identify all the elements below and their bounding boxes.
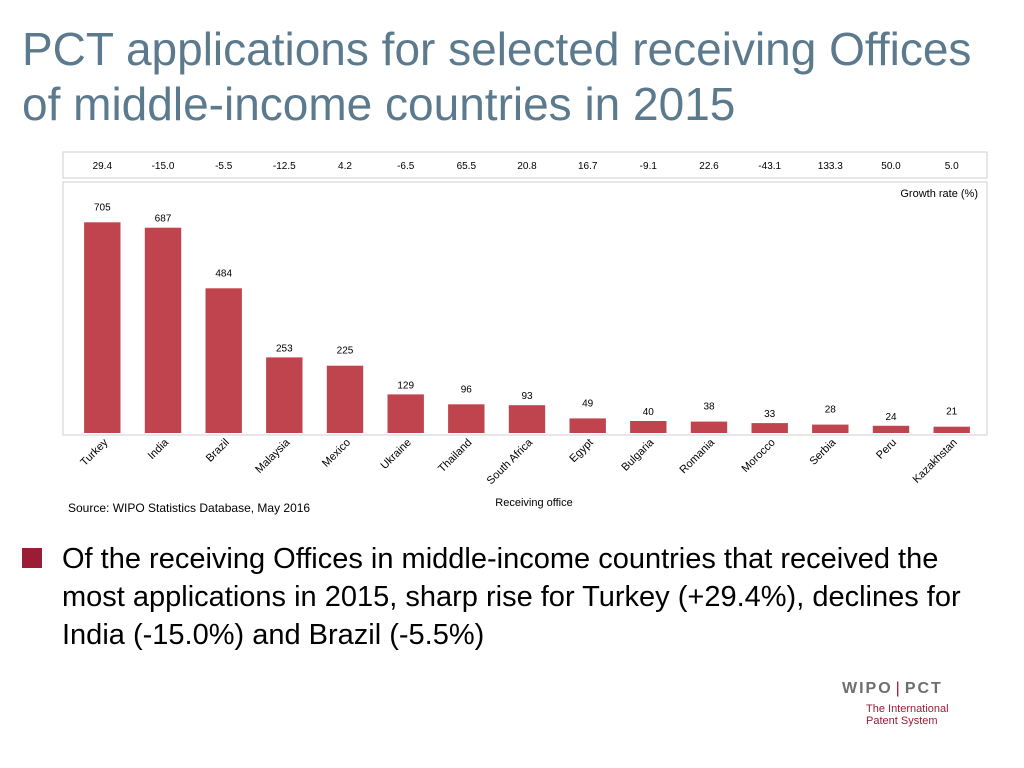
x-tick-label: South Africa — [485, 436, 536, 487]
square-bullet-icon — [22, 548, 42, 568]
x-tick-label: Turkey — [78, 436, 110, 468]
bar-india — [144, 227, 182, 433]
data-label: 40 — [643, 407, 655, 418]
bar-chart: 29.4 -15.0 -5.5 -12.5 4.2 -6.5 65.5 20.8 16.7 -9.… — [62, 151, 988, 509]
growth-rate-value: -5.5 — [215, 161, 233, 172]
x-tick-label: Morocco — [740, 437, 778, 475]
logo-pct: PCT — [904, 680, 943, 697]
x-tick-label: Kazakhstan — [911, 437, 960, 486]
x-tick-labels: Turkey India Brazil Malaysia Mexico Ukraine Th… — [78, 436, 959, 487]
growth-rate-value: 4.2 — [338, 161, 352, 172]
x-tick-label: Serbia — [807, 436, 839, 468]
x-tick-label: Romania — [678, 436, 718, 476]
data-label: 253 — [276, 343, 293, 354]
x-tick-label: Malaysia — [253, 436, 293, 476]
x-tick-label: Egypt — [567, 437, 595, 465]
data-label: 687 — [155, 214, 172, 225]
bar-brazil — [205, 288, 242, 433]
x-tick-label: Thailand — [436, 437, 474, 475]
growth-rate-value: -15.0 — [152, 161, 175, 172]
growth-rate-value: 133.3 — [818, 161, 843, 172]
growth-rate-value: 16.7 — [578, 161, 598, 172]
data-label: 705 — [94, 202, 111, 213]
growth-rate-value: 20.8 — [517, 161, 537, 172]
growth-rate-value: -6.5 — [397, 161, 415, 172]
growth-rate-value: -12.5 — [273, 161, 296, 172]
data-label: 225 — [337, 346, 354, 357]
bar-romania — [690, 421, 728, 433]
x-tick-label: Mexico — [320, 437, 353, 470]
growth-rate-value: -9.1 — [640, 161, 658, 172]
slide-title: PCT applications for selected receiving … — [22, 23, 972, 130]
growth-rate-value: 22.6 — [699, 161, 719, 172]
growth-rate-value: 29.4 — [93, 161, 113, 172]
bars-group: 705 687 484 253 225 129 96 93 49 40 38 33 28 24 21 — [84, 202, 970, 433]
bar-malaysia — [266, 357, 303, 433]
bar-ukraine — [387, 394, 424, 433]
source-note: Source: WIPO Statistics Database, May 20… — [68, 501, 311, 515]
bar-peru — [872, 425, 910, 433]
growth-rate-value: 50.0 — [881, 161, 901, 172]
x-tick-label: Brazil — [204, 437, 232, 465]
bullet-point: Of the receiving Offices in middle-incom… — [22, 540, 1007, 654]
x-tick-label: Peru — [874, 437, 899, 462]
bar-thailand — [448, 404, 485, 433]
data-label: 21 — [946, 407, 958, 418]
data-label: 49 — [582, 398, 594, 409]
growth-rate-row: 29.4 -15.0 -5.5 -12.5 4.2 -6.5 65.5 20.8 16.7 -9.… — [62, 151, 988, 179]
plot-frame — [62, 181, 988, 436]
bar-morocco — [751, 423, 788, 433]
x-tick-label: India — [146, 436, 172, 462]
growth-rate-label: Growth rate (%) — [900, 188, 978, 200]
logo-tagline-1: The International — [866, 703, 949, 715]
bar-turkey — [84, 222, 121, 433]
bar-south-africa — [508, 405, 546, 433]
x-axis-label: Receiving office — [495, 497, 572, 509]
wipo-pct-logo: WIPO | PCT The International Patent System — [842, 680, 1002, 727]
growth-rate-value: -43.1 — [758, 161, 781, 172]
data-label: 96 — [461, 384, 473, 395]
bar-serbia — [812, 424, 849, 433]
data-label: 484 — [215, 268, 232, 279]
growth-rate-value: 65.5 — [457, 161, 477, 172]
data-label: 38 — [703, 402, 715, 413]
logo-tagline-2: Patent System — [866, 715, 938, 727]
bar-mexico — [326, 365, 364, 433]
data-label: 28 — [825, 405, 837, 416]
logo-separator: | — [895, 680, 902, 697]
growth-rate-box — [62, 151, 988, 179]
data-label: 33 — [764, 409, 776, 420]
x-tick-label: Ukraine — [379, 437, 414, 472]
data-label: 24 — [885, 412, 897, 423]
bar-egypt — [569, 418, 606, 433]
bar-kazakhstan — [933, 426, 970, 433]
bullet-text: Of the receiving Offices in middle-incom… — [62, 543, 961, 651]
growth-rate-value: 5.0 — [945, 161, 959, 172]
data-label: 93 — [521, 391, 533, 402]
logo-wipo: WIPO — [842, 680, 893, 697]
data-label: 129 — [397, 380, 414, 391]
x-tick-label: Bulgaria — [619, 436, 657, 474]
bar-bulgaria — [630, 421, 667, 433]
